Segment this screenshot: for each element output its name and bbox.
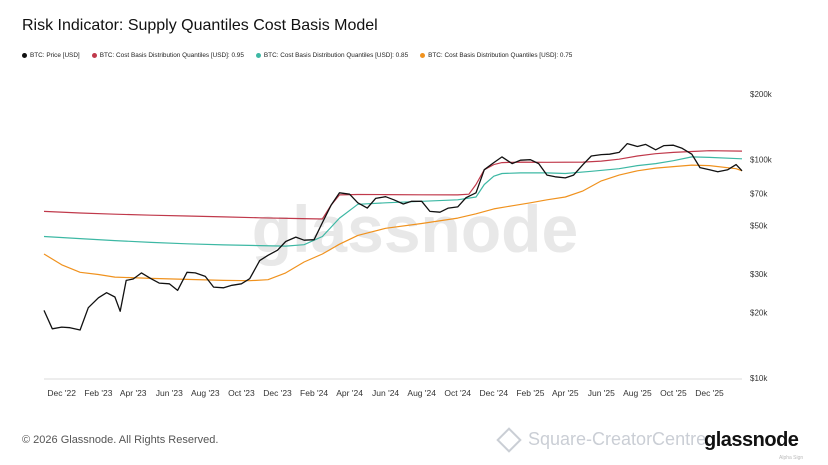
x-tick-label: Aug '23 [191,388,220,398]
y-tick-label: $10k [750,374,768,383]
series-line-price [43,142,743,331]
chart-title: Risk Indicator: Supply Quantiles Cost Ba… [22,17,378,34]
alpha-sign-mark: Alpha Sign [779,455,804,461]
x-tick-label: Oct '23 [228,388,255,398]
legend-label: BTC: Cost Basis Distribution Quantiles [… [99,52,244,59]
series-line-quantile-0-95 [43,150,743,220]
y-tick-label: $70k [750,190,768,199]
x-tick-label: Dec '25 [695,388,724,398]
share-text: Square-CreatorCentre... [528,429,722,449]
legend-item-q75[interactable]: BTC: Cost Basis Distribution Quantiles [… [420,52,572,59]
x-axis-ticks: Dec '22 Feb '23 Apr '23 Jun '23 Aug '23 Oct '… [47,388,724,398]
x-tick-label: Jun '25 [588,388,615,398]
legend-item-q95[interactable]: BTC: Cost Basis Distribution Quantiles [… [91,52,244,59]
x-tick-label: Dec '24 [480,388,509,398]
x-tick-label: Aug '25 [623,388,652,398]
y-tick-label: $20k [750,308,768,317]
glassnode-logo: glassnode [704,429,799,451]
series-line-quantile-0-75 [43,164,743,282]
x-tick-label: Feb '24 [300,388,328,398]
y-axis-ticks: $10k $20k $30k $50k $70k $100k $200k [750,90,773,383]
x-tick-label: Oct '25 [660,388,687,398]
y-tick-label: $30k [750,270,768,279]
legend-item-q85[interactable]: BTC: Cost Basis Distribution Quantiles [… [255,52,409,59]
x-tick-label: Jun '23 [156,388,183,398]
legend-label: BTC: Cost Basis Distribution Quantiles [… [428,52,573,59]
x-tick-label: Oct '24 [444,388,471,398]
x-tick-label: Aug '24 [407,388,436,398]
legend-item-price[interactable]: BTC: Price [USD] [22,52,80,59]
y-tick-label: $200k [750,90,773,99]
legend-swatch [255,53,261,58]
diamond-icon [496,427,522,453]
copyright-footer: © 2026 Glassnode. All Rights Reserved. [22,434,219,446]
legend-label: BTC: Price [USD] [30,52,80,59]
x-tick-label: Dec '23 [263,388,292,398]
legend-swatch [22,53,27,58]
y-tick-label: $50k [750,221,768,230]
x-tick-label: Jun '24 [372,388,399,398]
legend-swatch [91,53,97,58]
series-lines [43,142,743,331]
x-tick-label: Feb '25 [516,388,544,398]
x-tick-label: Feb '23 [84,388,112,398]
chart-legend: BTC: Price [USD] BTC: Cost Basis Distrib… [22,52,572,59]
x-tick-label: Apr '25 [552,388,579,398]
legend-label: BTC: Cost Basis Distribution Quantiles [… [263,52,409,59]
share-watermark: Square-CreatorCentre... [496,427,722,453]
y-tick-label: $100k [750,156,773,165]
series-line-quantile-0-85 [43,156,743,247]
x-tick-label: Dec '22 [47,388,76,398]
legend-swatch [420,53,426,58]
x-tick-label: Apr '23 [120,388,147,398]
x-tick-label: Apr '24 [336,388,363,398]
